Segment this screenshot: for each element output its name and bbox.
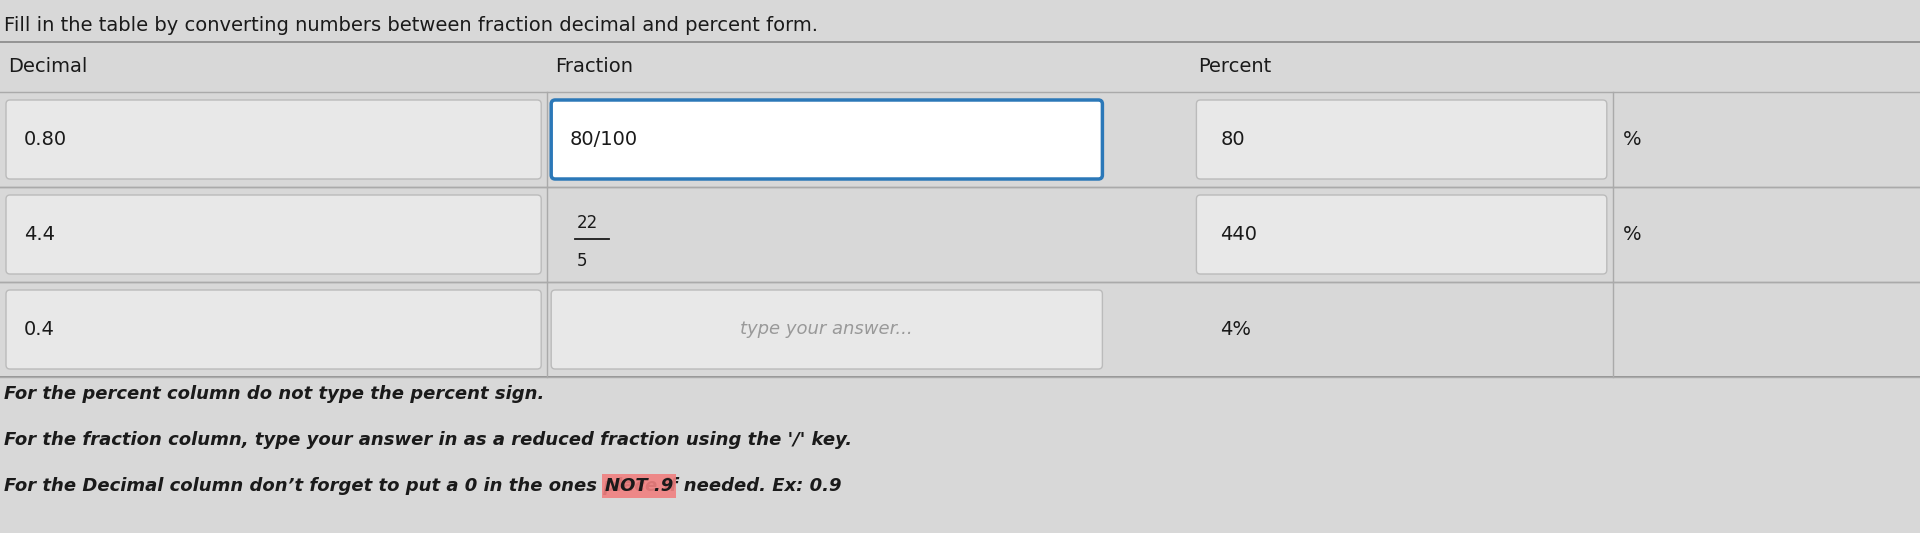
Text: 80/100: 80/100 (568, 130, 637, 149)
Text: For the percent column do not type the percent sign.: For the percent column do not type the p… (4, 385, 545, 403)
Text: NOT .9: NOT .9 (605, 477, 672, 495)
Text: %: % (1622, 130, 1642, 149)
Text: Fraction: Fraction (555, 58, 634, 77)
FancyBboxPatch shape (6, 195, 541, 274)
FancyBboxPatch shape (6, 100, 541, 179)
Text: 440: 440 (1221, 225, 1258, 244)
Text: For the Decimal column don’t forget to put a 0 in the ones place if needed. Ex: : For the Decimal column don’t forget to p… (4, 477, 849, 495)
FancyBboxPatch shape (6, 290, 541, 369)
FancyBboxPatch shape (1196, 100, 1607, 179)
Text: 22: 22 (578, 214, 599, 232)
Text: Fill in the table by converting numbers between fraction decimal and percent for: Fill in the table by converting numbers … (4, 16, 818, 35)
Text: Decimal: Decimal (8, 58, 88, 77)
Text: 0.4: 0.4 (23, 320, 56, 339)
FancyBboxPatch shape (551, 290, 1102, 369)
Text: 80: 80 (1221, 130, 1244, 149)
FancyBboxPatch shape (1196, 195, 1607, 274)
Text: %: % (1622, 225, 1642, 244)
Text: 4%: 4% (1221, 320, 1252, 339)
Text: Percent: Percent (1198, 58, 1271, 77)
Text: type your answer...: type your answer... (741, 320, 914, 338)
Text: 4.4: 4.4 (23, 225, 56, 244)
Text: 5: 5 (578, 253, 588, 271)
Text: For the fraction column, type your answer in as a reduced fraction using the '/': For the fraction column, type your answe… (4, 431, 852, 449)
FancyBboxPatch shape (551, 100, 1102, 179)
Text: 0.80: 0.80 (23, 130, 67, 149)
